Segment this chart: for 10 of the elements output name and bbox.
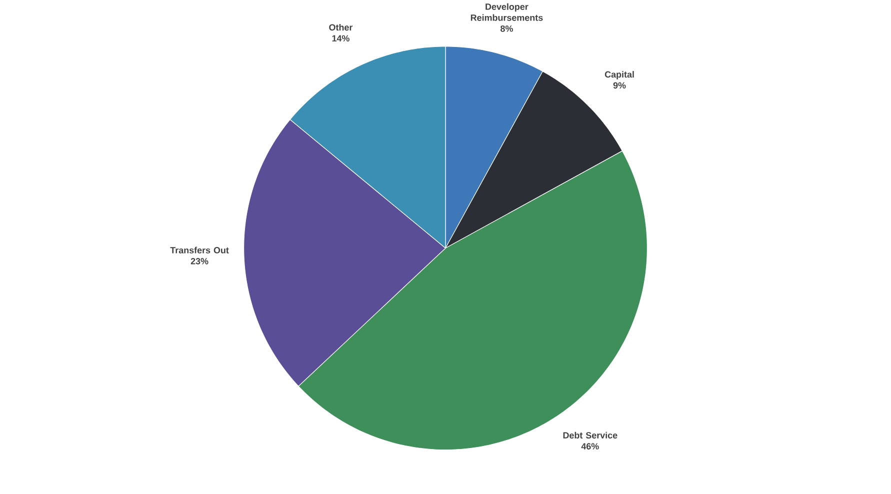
data-label: 14% [332, 35, 350, 42]
data-label: 46% [581, 443, 599, 450]
data-label: 8% [500, 25, 513, 32]
slice-label: Developer Reimbursements [470, 3, 543, 21]
slice-label: Other [329, 24, 353, 31]
slice-label: Transfers Out [170, 246, 229, 254]
data-label: 9% [613, 82, 626, 89]
slice-label: Capital [604, 70, 634, 80]
data-label: 23% [190, 258, 208, 264]
slice-label: Debt Service [563, 432, 618, 438]
